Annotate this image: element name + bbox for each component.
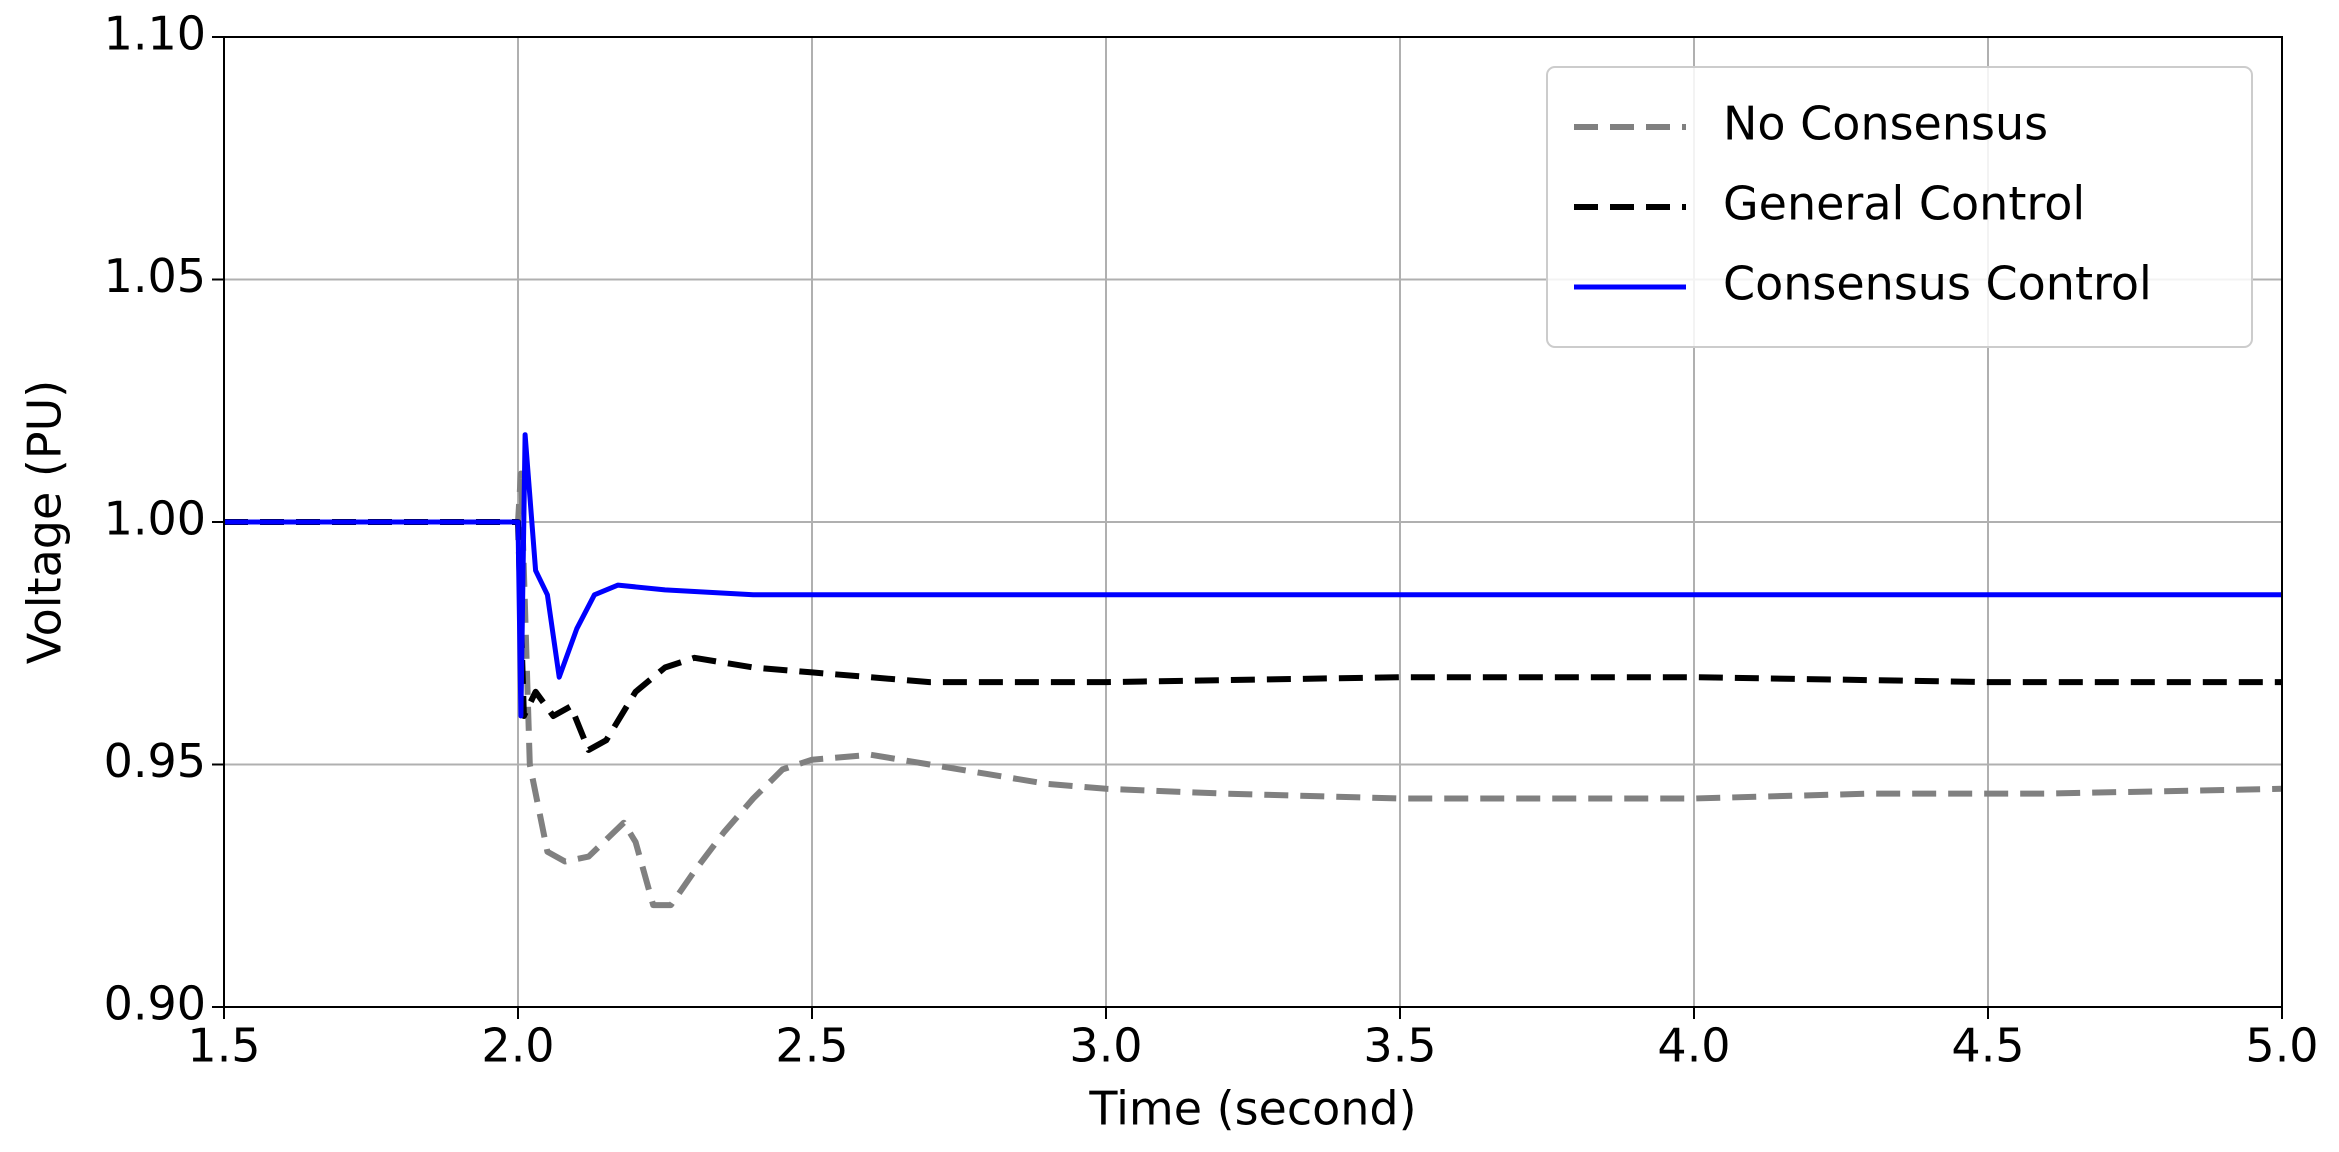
legend-label: Consensus Control [1723, 257, 2152, 311]
y-axis-label: Voltage (PU) [18, 380, 72, 664]
series-line [224, 432, 2282, 719]
series-line [224, 470, 2283, 909]
x-tick-label: 4.5 [1951, 1019, 2024, 1073]
x-tick-label: 3.5 [1363, 1019, 1436, 1073]
x-tick-label: 3.0 [1069, 1019, 1142, 1073]
y-tick-label: 0.90 [104, 977, 206, 1031]
y-tick-label: 1.10 [104, 7, 206, 61]
series-line [224, 519, 2282, 753]
x-tick-label: 2.0 [481, 1019, 554, 1073]
x-tick-label: 2.5 [775, 1019, 848, 1073]
legend-box [1546, 66, 2253, 348]
plot-frame [223, 36, 2283, 1008]
legend-label: No Consensus [1723, 97, 2048, 151]
x-tick-label: 5.0 [2245, 1019, 2318, 1073]
x-tick-label: 4.0 [1657, 1019, 1730, 1073]
y-tick-label: 0.95 [104, 734, 206, 788]
y-tick-label: 1.00 [104, 492, 206, 546]
x-axis-label: Time (second) [1088, 1082, 1416, 1136]
x-tick-label: 1.5 [187, 1019, 260, 1073]
y-tick-label: 1.05 [104, 249, 206, 303]
legend-label: General Control [1723, 177, 2085, 231]
